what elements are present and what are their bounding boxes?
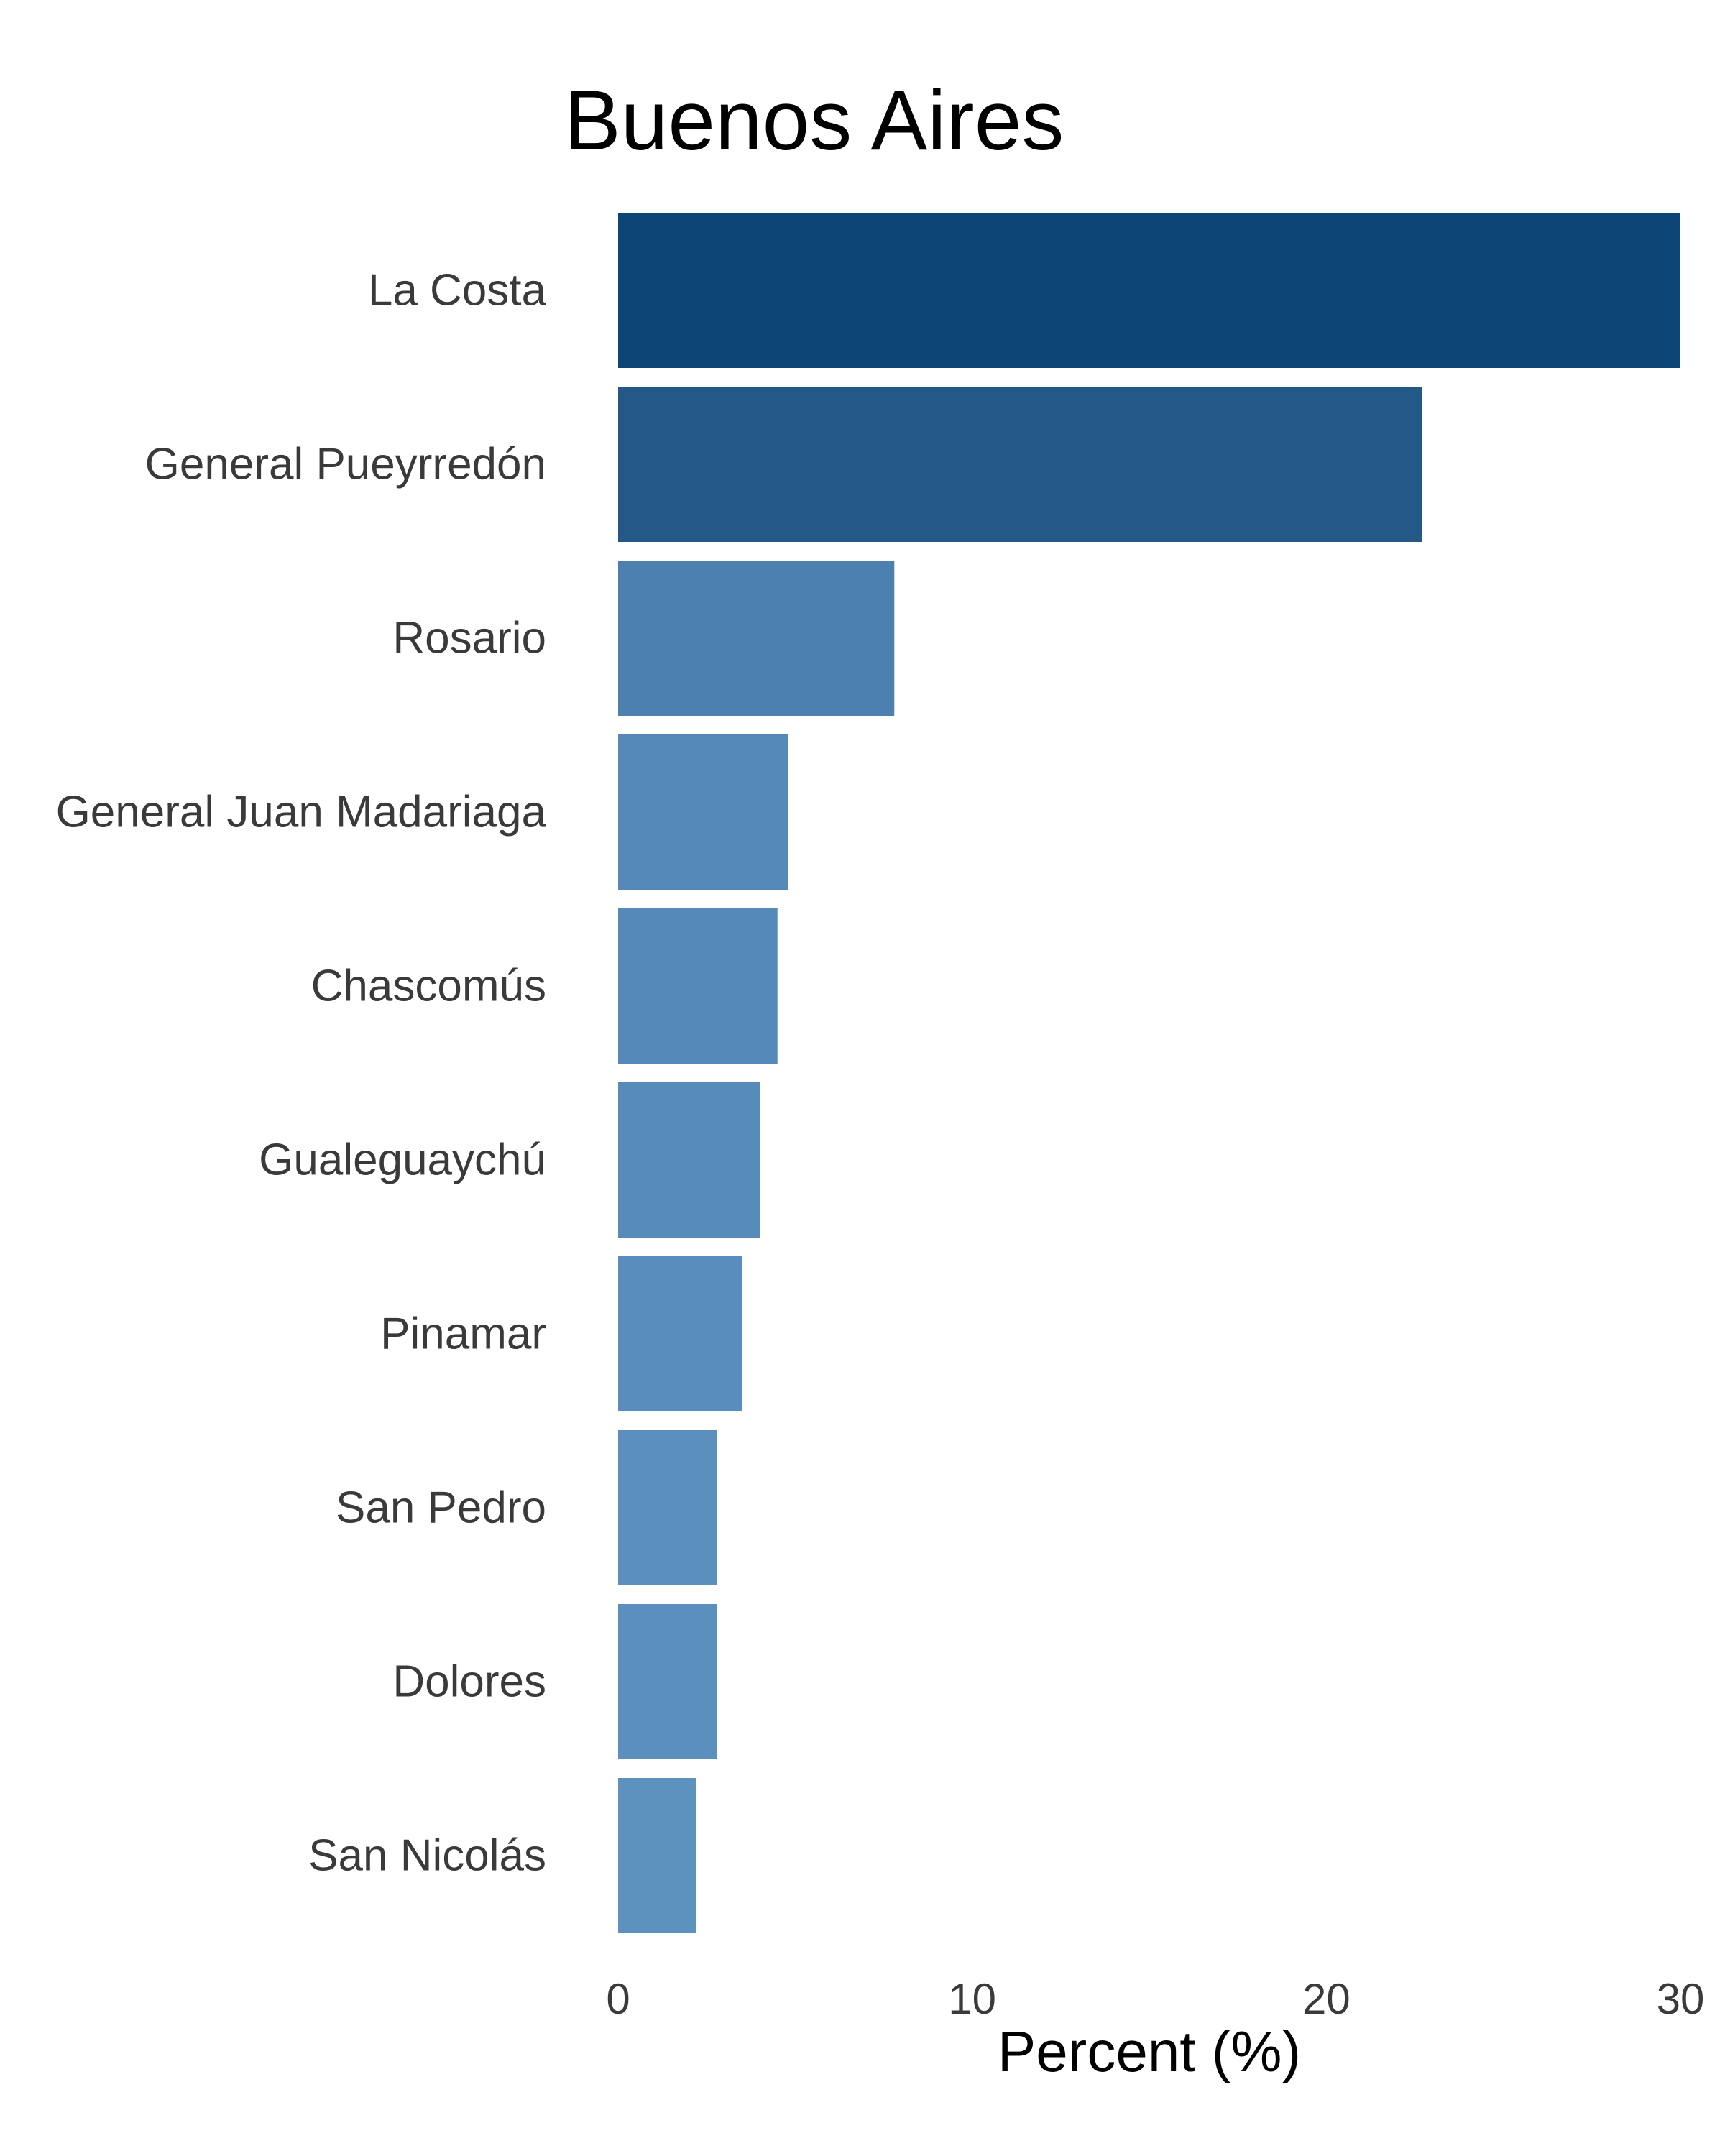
bar-3 — [618, 734, 788, 890]
x-tick-label: 10 — [948, 1975, 996, 2023]
category-label: Dolores — [392, 1657, 546, 1707]
category-label: San Nicolás — [308, 1831, 546, 1881]
category-label: Chascomús — [311, 962, 546, 1011]
category-label: La Costa — [368, 266, 547, 315]
bar-2 — [618, 561, 895, 716]
x-tick-label: 0 — [606, 1975, 630, 2023]
bar-6 — [618, 1256, 742, 1411]
category-label: San Pedro — [336, 1483, 546, 1533]
bar-0 — [618, 213, 1680, 368]
category-label: Pinamar — [380, 1309, 546, 1359]
x-tick-label: 30 — [1657, 1975, 1705, 2023]
category-label: Gualeguaychú — [259, 1135, 546, 1185]
bar-7 — [618, 1430, 717, 1585]
bar-8 — [618, 1604, 717, 1759]
bar-9 — [618, 1778, 696, 1933]
bar-5 — [618, 1082, 760, 1238]
category-label: General Pueyrredón — [145, 440, 546, 489]
category-label: Rosario — [392, 614, 546, 663]
chart-title: Buenos Aires — [564, 73, 1064, 168]
bar-1 — [618, 387, 1422, 542]
bar-4 — [618, 908, 778, 1064]
category-label: General Juan Madariaga — [56, 788, 547, 837]
bars-group — [618, 213, 1680, 1933]
x-axis-ticks: 0 10 20 30 — [606, 1975, 1704, 2023]
category-labels: La Costa General Pueyrredón Rosario General… — [56, 266, 547, 1881]
x-tick-label: 20 — [1302, 1975, 1351, 2023]
x-axis-title: Percent (%) — [998, 2019, 1301, 2083]
